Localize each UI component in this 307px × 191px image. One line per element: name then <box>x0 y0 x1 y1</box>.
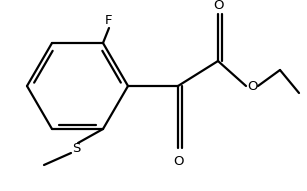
Text: O: O <box>214 0 224 12</box>
Text: S: S <box>72 142 80 155</box>
Text: O: O <box>247 79 257 92</box>
Text: O: O <box>173 155 183 168</box>
Text: F: F <box>105 14 113 27</box>
